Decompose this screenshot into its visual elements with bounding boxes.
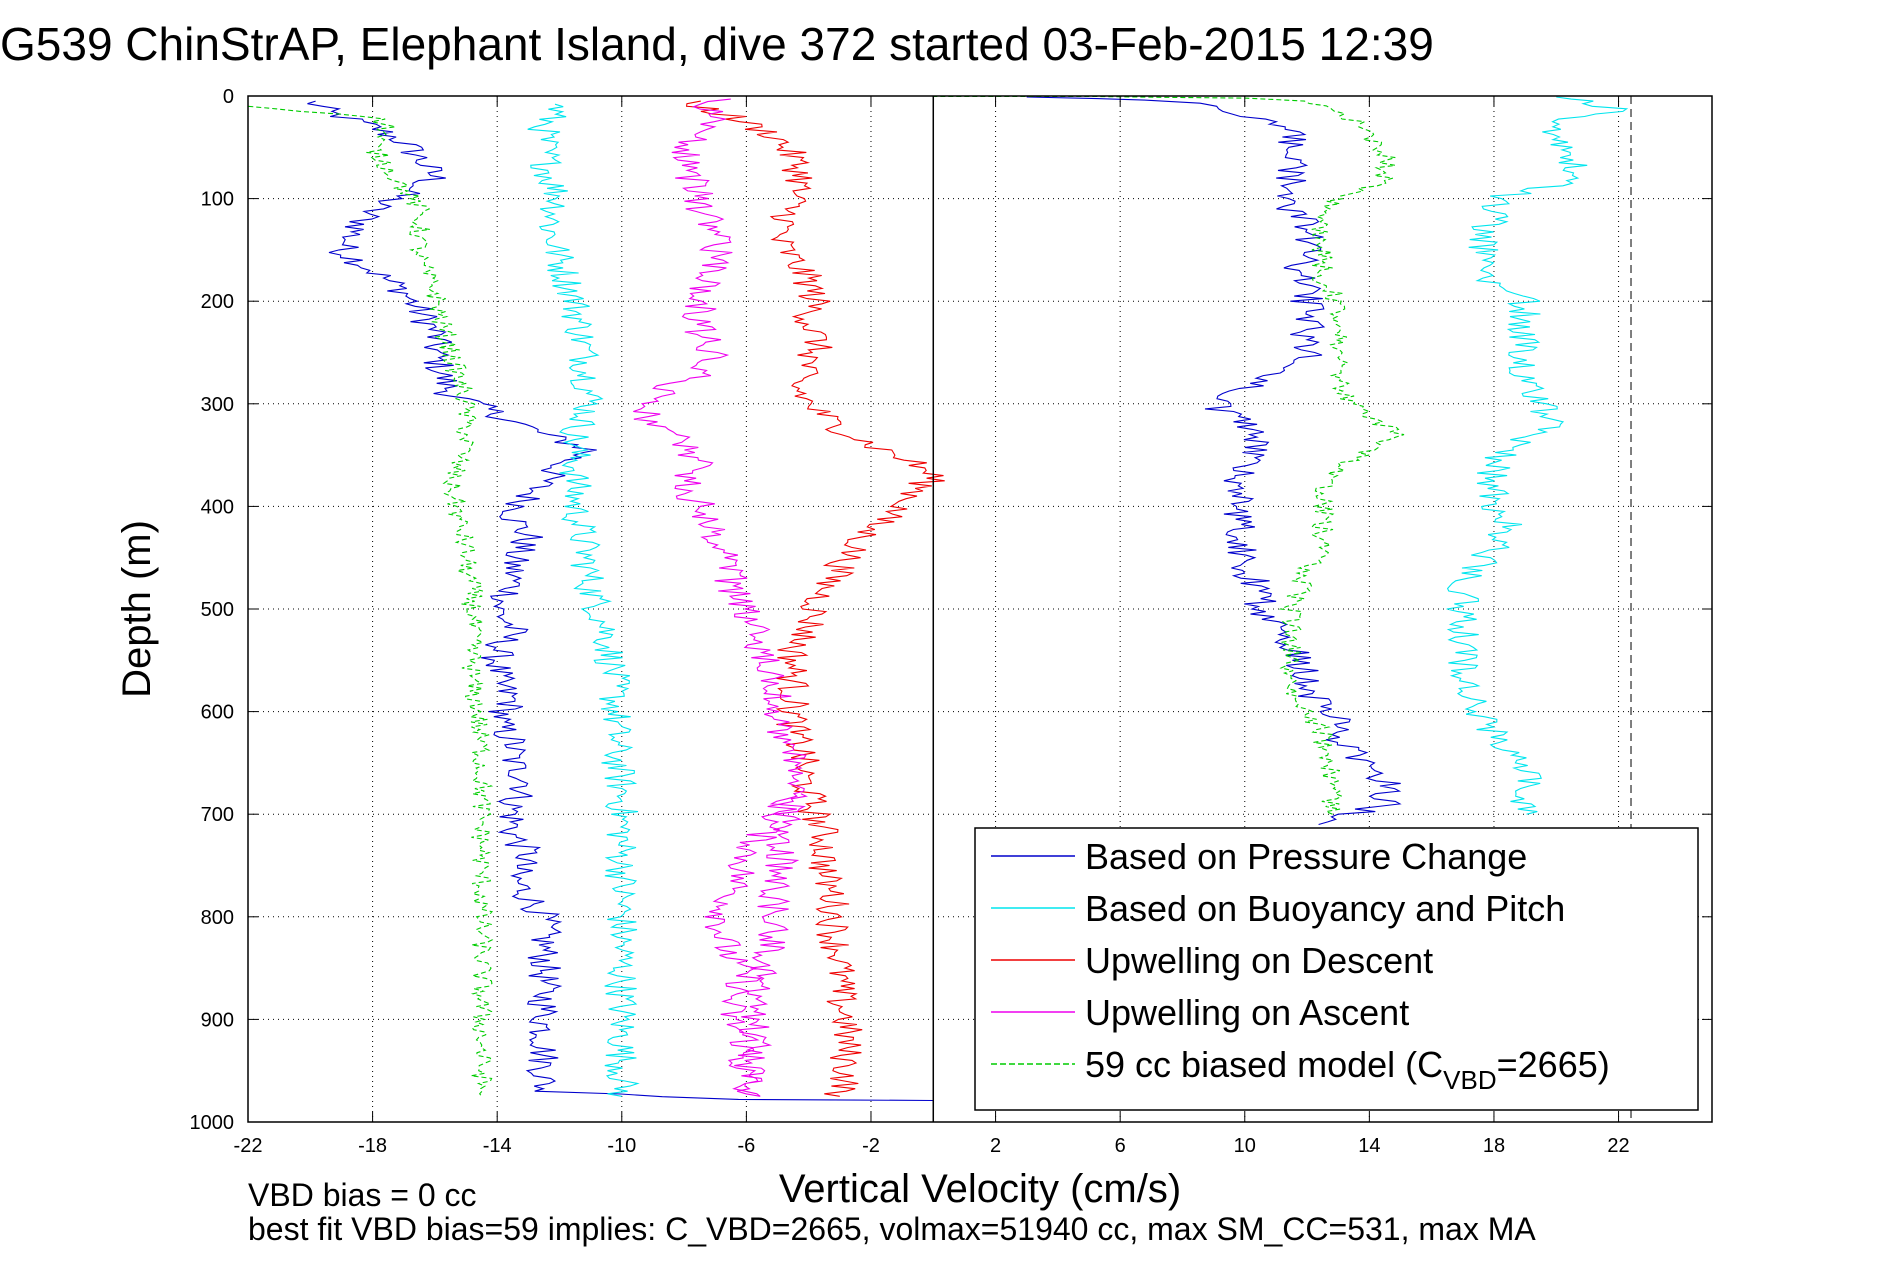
legend-box — [974, 827, 1699, 1111]
y-tick-label: 1000 — [190, 1112, 235, 1134]
legend-label: Based on Pressure Change — [1085, 836, 1527, 877]
legend-label: Based on Buoyancy and Pitch — [1085, 888, 1565, 929]
x-tick-label: -2 — [862, 1135, 880, 1157]
x-tick-label: -22 — [234, 1135, 263, 1157]
y-tick-label: 0 — [223, 86, 234, 108]
y-tick-label: 300 — [201, 394, 234, 416]
legend-label: Upwelling on Ascent — [1085, 992, 1409, 1033]
x-tick-label: -14 — [483, 1135, 512, 1157]
y-axis-label: Depth (m) — [115, 520, 159, 698]
y-tick-label: 900 — [201, 1009, 234, 1031]
series-line-59-cc-biased-model-cvbd-2665-ascent — [933, 95, 1405, 815]
chart-legend: Based on Pressure Change Based on Buoyanc… — [974, 827, 1699, 1111]
chart-title: G539 ChinStrAP, Elephant Island, dive 37… — [0, 18, 1434, 70]
series-line-59-cc-biased-model-cvbd-2665-descent — [248, 105, 494, 1097]
y-tick-label: 200 — [201, 291, 234, 313]
x-tick-label: -18 — [358, 1135, 387, 1157]
x-tick-label: 6 — [1115, 1135, 1126, 1157]
legend-label: Upwelling on Descent — [1085, 940, 1433, 981]
series-line-upwelling-on-ascent-ascent — [633, 98, 809, 1097]
y-tick-label: 800 — [201, 907, 234, 929]
series-line-based-on-buoyancy-and-pitch-descent — [527, 103, 640, 1097]
x-tick-label: -6 — [737, 1135, 755, 1157]
series-line-upwelling-on-descent-descent — [685, 100, 945, 1097]
y-tick-label: 500 — [201, 599, 234, 621]
legend-label: 59 cc biased model (CVBD=2665) — [1085, 1044, 1610, 1095]
series-line-based-on-pressure-change-ascent — [1026, 96, 1402, 826]
x-tick-label: -10 — [607, 1135, 636, 1157]
y-tick-label: 400 — [201, 496, 234, 518]
x-tick-label: 18 — [1483, 1135, 1505, 1157]
y-tick-label: 600 — [201, 702, 234, 724]
x-tick-label: 2 — [990, 1135, 1001, 1157]
series-line-based-on-buoyancy-and-pitch-ascent — [1446, 96, 1629, 815]
series-line-based-on-pressure-change-descent — [307, 100, 934, 1102]
x-tick-label: 10 — [1234, 1135, 1256, 1157]
x-axis-label: Vertical Velocity (cm/s) — [779, 1167, 1181, 1211]
y-tick-label: 700 — [201, 804, 234, 826]
x-tick-label: 22 — [1607, 1135, 1629, 1157]
x-tick-label: 14 — [1358, 1135, 1380, 1157]
footer-vbd-bias: VBD bias = 0 cc — [248, 1177, 477, 1213]
footer-best-fit-note: best fit VBD bias=59 implies: C_VBD=2665… — [248, 1211, 1536, 1247]
y-tick-label: 100 — [201, 189, 234, 211]
